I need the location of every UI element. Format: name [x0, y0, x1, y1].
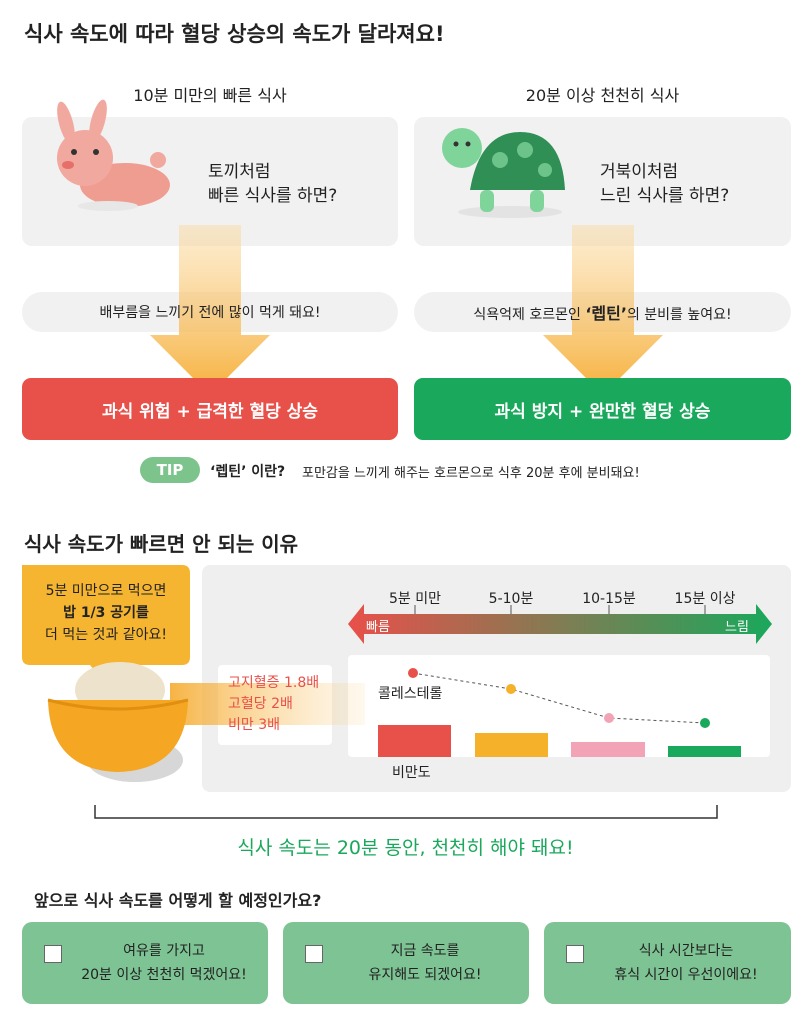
- speed-arrow: [348, 604, 772, 644]
- text-line: 고지혈증 1.8배: [228, 675, 320, 691]
- arrow-start: 빠름: [366, 620, 390, 635]
- text-line: 거북이처럼: [600, 162, 679, 182]
- text-line: 밥 1/3 공기를: [63, 605, 149, 621]
- text-line: 식욕억제 호르몬인: [473, 307, 586, 323]
- checkbox[interactable]: [566, 945, 584, 963]
- checkbox[interactable]: [305, 945, 323, 963]
- note: 식욕억제 호르몬인 ‘렙틴’의 분비를 높여요!: [414, 300, 791, 324]
- text-line: 유지해도 되겠어요!: [368, 967, 482, 983]
- option-text: 여유를 가지고 20분 이상 천천히 먹겠어요!: [74, 939, 254, 987]
- speed-label: 15분 이상: [674, 591, 736, 607]
- line-label: 콜레스테롤: [378, 686, 443, 702]
- text-line: 지금 속도를: [390, 943, 460, 959]
- note: 배부름을 느끼기 전에 많이 먹게 돼요!: [99, 305, 321, 321]
- bowl: [48, 700, 188, 772]
- arrow: [150, 225, 270, 395]
- text-line: 여유를 가지고: [123, 943, 205, 959]
- arrow-end: 느림: [725, 620, 749, 635]
- question: 앞으로 식사 속도를 어떻게 할 예정인가요?: [34, 891, 322, 910]
- tip-badge: TIP: [140, 457, 200, 483]
- arrow: [543, 225, 663, 395]
- bar-label: 비만도: [392, 765, 431, 781]
- text-line: 토끼처럼: [208, 162, 271, 182]
- checkbox[interactable]: [44, 945, 62, 963]
- bubble: [22, 565, 190, 677]
- text-line: 빠른 식사를 하면?: [208, 186, 338, 206]
- speed-label: 10-15분: [582, 591, 636, 607]
- text-line: 고혈당 2배: [228, 696, 293, 712]
- section-title: 식사 속도에 따라 혈당 상승의 속도가 달라져요!: [24, 22, 445, 46]
- text-line: 비만 3배: [228, 717, 280, 733]
- result-bar: 과식 방지 + 완만한 혈당 상승: [414, 378, 791, 440]
- text-line: 5분 미만으로 먹으면: [45, 583, 167, 599]
- graphics: [22, 565, 772, 819]
- conclusion: 식사 속도는 20분 동안, 천천히 해야 돼요!: [237, 837, 574, 859]
- result-bar: 과식 위험 + 급격한 혈당 상승: [22, 378, 398, 440]
- illustrations: [57, 99, 663, 395]
- tip-text: 포만감을 느끼게 해주는 호르몬으로 식후 20분 후에 분비돼요!: [302, 466, 640, 481]
- text-line: 느린 식사를 하면?: [600, 186, 730, 206]
- text-line: 식사 시간보다는: [638, 943, 734, 959]
- option[interactable]: 여유를 가지고 20분 이상 천천히 먹겠어요!: [22, 922, 268, 1004]
- section-title: 식사 속도가 빠르면 안 되는 이유: [24, 532, 299, 556]
- text-line: 의 분비를 높여요!: [626, 307, 732, 323]
- speed-label: 5분 미만: [389, 591, 441, 607]
- column-heading: 20분 이상 천천히 식사: [525, 86, 680, 105]
- text-line: ‘렙틴’: [585, 304, 627, 323]
- tip-term: ‘렙틴’ 이란?: [210, 464, 286, 480]
- text-line: 20분 이상 천천히 먹겠어요!: [81, 967, 247, 983]
- speed-label: 5-10분: [488, 591, 534, 607]
- turtle: [442, 128, 565, 218]
- text-line: 휴식 시간이 우선이에요!: [614, 967, 758, 983]
- column-heading: 10분 미만의 빠른 식사: [133, 86, 287, 105]
- band: [170, 683, 365, 725]
- text-line: 더 먹는 것과 같아요!: [44, 627, 167, 643]
- rabbit: [57, 99, 170, 211]
- bracket: [94, 805, 718, 819]
